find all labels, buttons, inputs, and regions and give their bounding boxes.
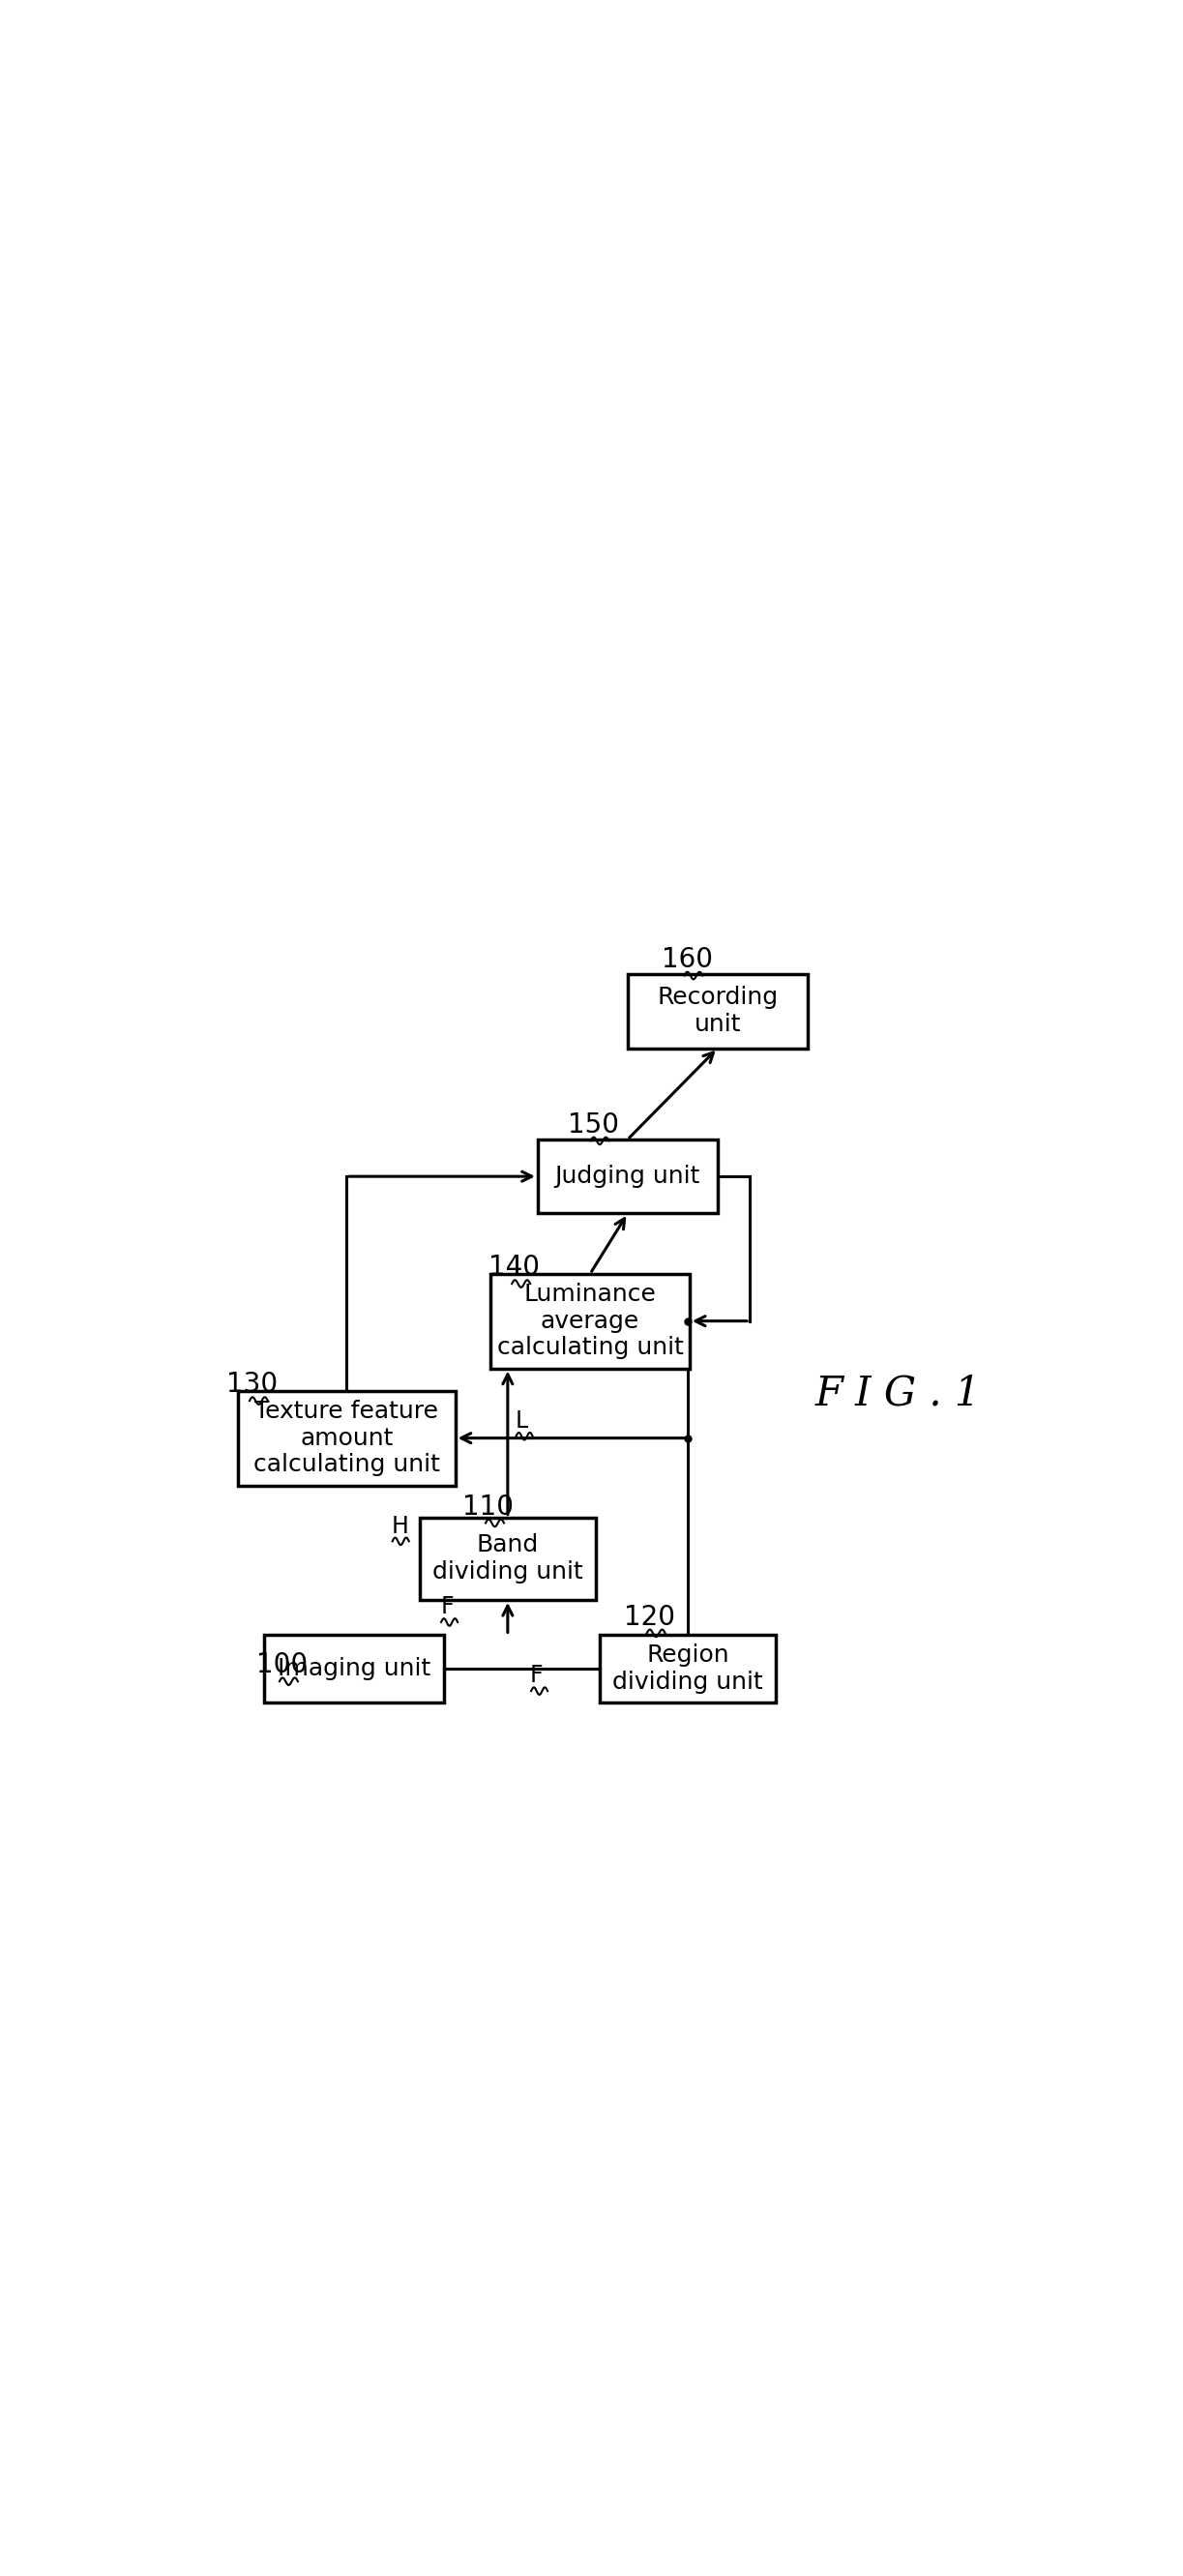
- Bar: [420, 1517, 596, 1600]
- Text: 120: 120: [623, 1602, 675, 1631]
- Text: Band
dividing unit: Band dividing unit: [432, 1533, 583, 1584]
- Bar: [538, 1139, 718, 1213]
- Text: 160: 160: [661, 945, 712, 974]
- Text: Imaging unit: Imaging unit: [278, 1656, 431, 1680]
- Text: L: L: [516, 1409, 528, 1432]
- Bar: [491, 1273, 690, 1368]
- Text: 140: 140: [489, 1255, 541, 1280]
- Text: 110: 110: [463, 1494, 513, 1520]
- Text: F: F: [440, 1595, 453, 1618]
- Bar: [264, 1636, 444, 1703]
- Text: Region
dividing unit: Region dividing unit: [613, 1643, 763, 1695]
- Bar: [628, 974, 808, 1048]
- Text: Judging unit: Judging unit: [555, 1164, 700, 1188]
- Text: Texture feature
amount
calculating unit: Texture feature amount calculating unit: [253, 1399, 440, 1476]
- Text: 100: 100: [257, 1651, 308, 1680]
- Bar: [600, 1636, 776, 1703]
- Text: F I G . 1: F I G . 1: [815, 1373, 981, 1414]
- Text: H: H: [392, 1515, 409, 1538]
- Bar: [238, 1391, 455, 1486]
- Text: 150: 150: [568, 1110, 619, 1139]
- Text: Recording
unit: Recording unit: [657, 987, 778, 1036]
- Text: F: F: [530, 1664, 543, 1687]
- Text: 130: 130: [227, 1370, 278, 1399]
- Text: Luminance
average
calculating unit: Luminance average calculating unit: [497, 1283, 684, 1360]
